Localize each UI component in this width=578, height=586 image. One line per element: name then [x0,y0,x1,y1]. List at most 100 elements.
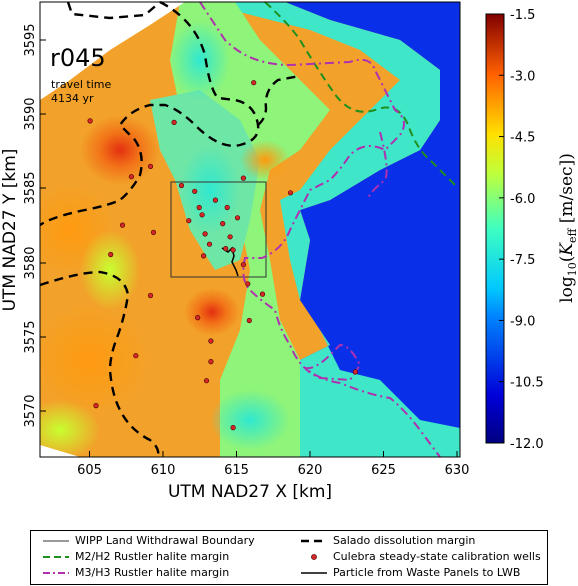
x-tick-label: 605 [77,463,102,478]
calibration-well [227,234,233,240]
calibration-well [352,369,359,375]
particle-path [221,246,239,277]
legend-label: M3/H3 Rustler halite margin [75,566,230,579]
x-axis: 605 610 615 620 625 630 UTM NAD27 X [km] [77,451,469,502]
colorbar-tick-label: -10.5 [510,376,544,391]
legend-sample-dashed [43,550,69,564]
x-tick-label: 620 [298,463,323,478]
map-figure: 605 610 615 620 625 630 UTM NAD27 X [km]… [0,0,578,502]
legend-label: M2/H2 Rustler halite margin [75,550,230,563]
calibration-wells [87,80,359,431]
colorbar-tick-label: -1.5 [510,8,535,23]
calibration-well [220,221,226,227]
colorbar-label-log: log [557,276,577,303]
y-tick-label: 3575 [23,320,38,353]
calibration-well [245,281,251,287]
calibration-well [108,251,114,258]
legend-sample-dot [301,550,327,564]
map-frame [39,1,461,458]
y-tick-label: 3585 [23,171,38,204]
calibration-well [199,212,205,218]
y-axis: 3570 3575 3580 3585 3590 3595 UTM NAD27 … [0,23,46,428]
legend-item-wells: Culebra steady-state calibration wells [301,550,541,564]
colorbar-tick-label: -7.5 [510,253,535,268]
calibration-well [287,190,294,196]
calibration-well [93,403,99,409]
colorbar-tick-label: -9.0 [510,314,535,329]
legend: WIPP Land Withdrawal Boundary Salado dis… [30,530,548,585]
calibration-well [178,182,185,189]
colorbar-gradient [485,13,505,444]
calibration-well [240,262,246,268]
m3h3-margin [199,1,441,458]
travel-time-value: 4134 yr [51,92,94,105]
legend-item-salado: Salado dissolution margin [301,534,475,548]
calibration-well [195,315,201,321]
legend-sample-solid [301,566,327,580]
x-tick-label: 610 [151,463,176,478]
y-axis-label: UTM NAD27 Y [km] [0,149,20,312]
calibration-well [128,174,134,180]
colorbar-tick-label: -3.0 [510,69,535,84]
salado-margin-south [39,270,160,458]
colorbar-tick-label: -6.0 [510,192,535,207]
calibration-well [147,163,154,169]
colorbar-tick-label: -12.0 [510,437,544,452]
calibration-well [202,231,208,237]
y-tick-label: 3570 [23,394,38,427]
legend-sample-thin-solid [43,534,69,548]
calibration-well [234,215,241,221]
x-tick-label: 615 [224,463,249,478]
calibration-well [230,247,236,253]
calibration-well [133,353,139,359]
colorbar-label-k: K [557,242,577,257]
salado-margin [39,0,260,227]
colorbar-label-sub: 10 [566,262,578,276]
calibration-well [223,246,229,252]
colorbar-label-rest: ( [557,256,577,263]
calibration-well [230,425,236,431]
calibration-well [251,80,257,86]
calibration-well [224,204,230,211]
calibration-well [87,118,93,124]
legend-item-m3h3: M3/H3 Rustler halite margin [43,566,229,580]
travel-time-label: travel time [51,78,111,91]
calibration-well [246,317,252,324]
calibration-well [196,204,202,211]
calibration-well [201,253,207,259]
calibration-well [186,218,192,224]
calibration-well [171,119,177,125]
x-tick-label: 630 [445,463,470,478]
calibration-well [150,229,157,235]
legend-sample-thick-dashed [301,534,327,548]
legend-label: Particle from Waste Panels to LWB [333,566,521,579]
colorbar: -1.5 -3.0 -4.5 -6.0 -7.5 -9.0 -10.5 -12.0 log10… [485,8,578,452]
calibration-well [240,175,246,181]
colorbar-tick-label: -4.5 [510,131,535,146]
colorbar-label-unit: [m/sec]) [557,153,577,228]
calibration-well [208,359,214,365]
y-tick-label: 3590 [23,97,38,130]
legend-sample-dash-dot [43,566,69,580]
y-tick-label: 3595 [23,23,38,56]
calibration-well [212,197,218,203]
legend-label: Culebra steady-state calibration wells [333,550,541,563]
colorbar-label-eff: eff [566,227,578,243]
y-tick-label: 3580 [23,246,38,279]
salado-margin-north [257,74,301,126]
colorbar-label: log10(Keff [m/sec]) [557,153,578,303]
wipp-boundary [170,181,267,278]
calibration-well [192,188,198,194]
legend-item-wipp-boundary: WIPP Land Withdrawal Boundary [43,534,255,548]
calibration-well [119,222,126,228]
legend-label: WIPP Land Withdrawal Boundary [75,534,255,547]
calibration-well [206,241,213,247]
calibration-well [203,378,210,384]
legend-label: Salado dissolution margin [333,534,476,547]
x-axis-label: UTM NAD27 X [km] [168,482,332,502]
calibration-well [259,291,266,297]
x-tick-label: 625 [371,463,396,478]
calibration-well [147,292,154,299]
realization-label: r045 [50,44,106,72]
calibration-well [208,338,214,344]
